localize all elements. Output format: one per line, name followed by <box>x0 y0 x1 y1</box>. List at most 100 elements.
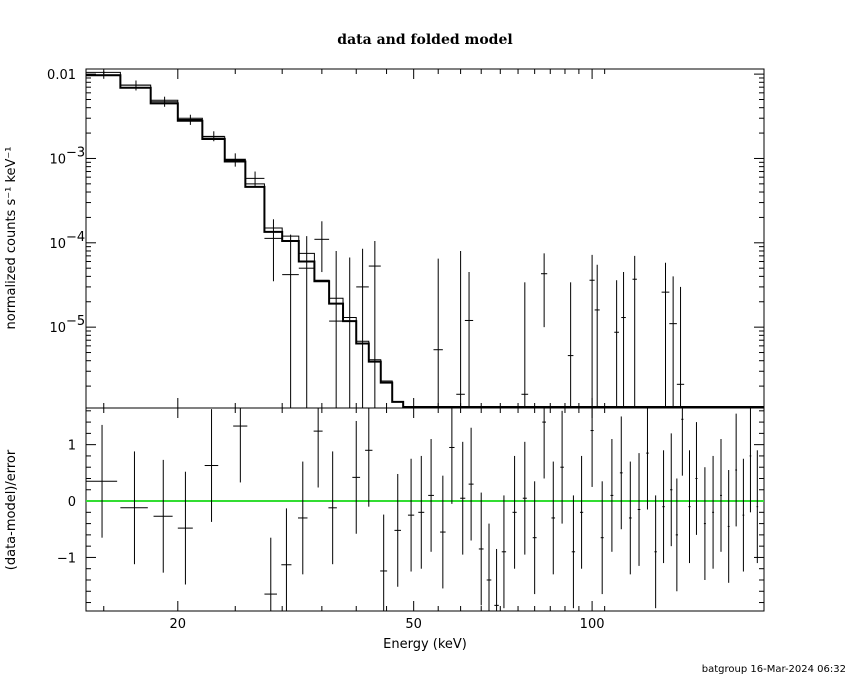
data-point <box>86 71 121 79</box>
data-point <box>356 248 369 408</box>
top-y-axis-label: normalized counts s⁻¹ keV⁻¹ <box>4 147 19 330</box>
residual-point <box>662 450 665 564</box>
residual-point <box>494 548 499 611</box>
residual-point <box>742 458 745 572</box>
data-point <box>632 255 637 408</box>
data-point <box>245 171 265 187</box>
data-point <box>120 80 151 91</box>
data-point <box>202 131 225 142</box>
data-point <box>150 96 178 107</box>
data-point <box>669 276 677 408</box>
residual-point <box>486 523 492 611</box>
data-point <box>594 264 600 408</box>
residual-point <box>313 408 323 488</box>
residual-point <box>478 492 484 606</box>
residual-point <box>654 495 657 609</box>
residual-point <box>428 439 434 552</box>
residual-point <box>297 461 308 575</box>
residual-point <box>628 461 632 575</box>
model-thick-series <box>86 74 764 408</box>
data-point <box>541 253 548 328</box>
x-tick-label: 50 <box>405 617 422 632</box>
data-point <box>329 250 344 408</box>
bottom-y-tick-label: 1 <box>68 439 76 454</box>
data-point <box>621 272 626 408</box>
residual-point <box>380 514 388 611</box>
residual-point <box>670 433 673 547</box>
residual-point <box>204 409 219 522</box>
chart-title: data and folded model <box>337 32 512 48</box>
residual-point <box>749 408 752 513</box>
residual-point <box>637 453 641 566</box>
model-thick-line <box>86 74 405 408</box>
top-data-points <box>86 71 685 408</box>
residual-point <box>681 408 684 476</box>
residual-point <box>365 408 373 507</box>
residual-point <box>233 408 248 483</box>
residual-point <box>571 495 576 609</box>
bottom-y-tick-label: −1 <box>57 551 76 566</box>
residual-point <box>501 495 507 609</box>
data-point <box>614 280 619 408</box>
residual-point <box>560 410 564 524</box>
residual-point <box>579 455 584 569</box>
residual-point <box>460 441 466 555</box>
residual-point <box>532 481 537 595</box>
residual-point <box>756 450 759 564</box>
data-point <box>224 153 246 167</box>
residual-point <box>394 473 402 587</box>
data-point <box>567 282 574 408</box>
x-axis-label: Energy (keV) <box>383 637 467 652</box>
top-y-tick-exponent: −4 <box>66 230 85 245</box>
residual-point <box>418 455 425 569</box>
residual-point <box>468 427 474 541</box>
residual-point <box>449 408 455 504</box>
data-point <box>464 272 474 408</box>
top-y-tick-exponent: −5 <box>66 314 85 329</box>
data-point <box>264 219 283 282</box>
residual-point <box>281 508 292 611</box>
data-point <box>282 234 299 408</box>
residual-point <box>440 475 446 589</box>
residual-point <box>120 451 148 565</box>
residual-point <box>735 413 738 527</box>
top-y-tick-label: 10 <box>49 321 66 336</box>
bottom-panel-frame <box>85 407 765 612</box>
top-y-tick-label: 10 <box>49 152 66 167</box>
x-tick-label: 20 <box>170 617 187 632</box>
data-point <box>314 221 330 273</box>
residual-point <box>264 537 277 611</box>
residual-point <box>600 481 604 595</box>
top-y-tick-exponent: −3 <box>66 145 85 160</box>
residual-point <box>646 408 649 510</box>
data-point <box>368 241 381 408</box>
bottom-data-points <box>86 408 759 611</box>
residual-point <box>153 459 173 573</box>
bottom-panel: 1 0 −1 20 50 100 (data-model)/error <box>4 407 765 632</box>
residual-point <box>86 424 118 538</box>
residual-point <box>551 461 556 575</box>
residual-point <box>177 471 193 585</box>
bottom-x-ticks: 20 50 100 <box>103 408 606 632</box>
data-point <box>456 250 465 408</box>
residual-point <box>675 478 678 592</box>
model-thin-line <box>86 71 404 408</box>
residual-point <box>590 408 594 487</box>
residual-point <box>542 408 546 479</box>
footer-stamp: batgroup 16-Mar-2024 06:32 <box>702 664 846 675</box>
data-point <box>676 286 685 408</box>
residual-point <box>727 470 730 583</box>
x-tick-label: 100 <box>580 617 605 632</box>
bottom-y-axis-label: (data-model)/error <box>4 449 19 570</box>
top-y-tick-label: 0.01 <box>47 68 76 83</box>
residual-point <box>610 439 614 552</box>
residual-point <box>352 420 361 534</box>
data-point <box>521 282 529 408</box>
bottom-y-tick-label: 0 <box>68 495 76 510</box>
bottom-y-ticks: 1 0 −1 <box>57 410 764 604</box>
residual-point <box>703 467 706 580</box>
residual-point <box>712 455 715 569</box>
data-point <box>343 257 357 408</box>
